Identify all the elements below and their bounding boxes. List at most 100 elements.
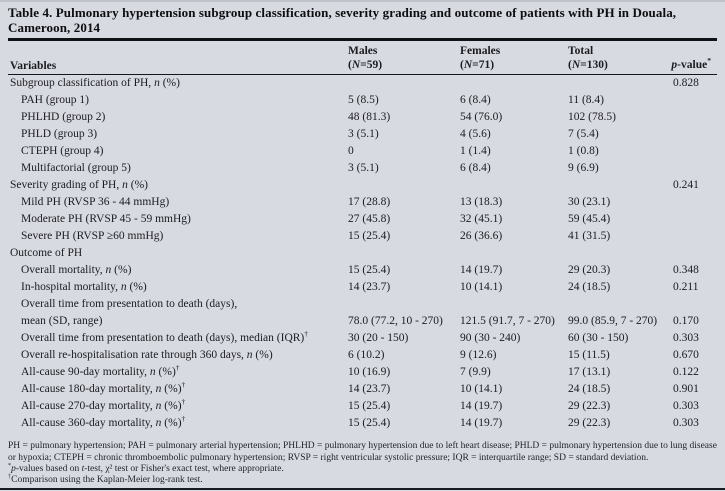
header-females: Females (N=71) — [460, 44, 500, 72]
cell-males: 3 (5.1) — [348, 162, 379, 175]
cell-total: 60 (30 - 150) — [568, 332, 629, 345]
table-header: Variables Males (N=59) Females (N=71) To… — [8, 41, 717, 74]
cell-females: 90 (30 - 240) — [460, 332, 521, 345]
cell-females: 9 (12.6) — [460, 349, 497, 362]
header-total: Total (N=130) — [568, 44, 608, 72]
table-row: All-cause 90-day mortality, n (%)† 10 (1… — [8, 364, 717, 381]
cell-variable: PHLHD (group 2) — [21, 111, 106, 124]
cell-variable: All-cause 360-day mortality, n (%)† — [21, 414, 186, 430]
table-row: CTEPH (group 4) 0 1 (1.4) 1 (0.8) — [8, 143, 717, 160]
cell-variable: All-cause 90-day mortality, n (%)† — [21, 363, 180, 379]
table-title: Table 4. Pulmonary hypertension subgroup… — [8, 5, 677, 35]
table-row: Subgroup classification of PH, n (%) 0.8… — [8, 75, 717, 92]
footnote: *p-values based on t-test, χ² test or Fi… — [8, 461, 284, 474]
table-row: PHLD (group 3) 3 (5.1) 4 (5.6) 7 (5.4) — [8, 126, 717, 143]
cell-total: 7 (5.4) — [568, 128, 599, 141]
cell-males: 3 (5.1) — [348, 128, 379, 141]
cell-variable: Severity grading of PH, n (%) — [10, 179, 148, 192]
header-p-value: p-value* — [671, 55, 711, 71]
table-row: Overall time from presentation to death … — [8, 296, 717, 313]
table-row: PHLHD (group 2) 48 (81.3) 54 (76.0) 102 … — [8, 109, 717, 126]
cell-total: 29 (22.3) — [568, 417, 611, 430]
header-total-label: Total — [568, 44, 594, 57]
cell-females: 32 (45.1) — [460, 213, 503, 226]
cell-variable: Overall time from presentation to death … — [21, 298, 238, 311]
cell-total: 15 (11.5) — [568, 349, 610, 362]
cell-total: 59 (45.4) — [568, 213, 611, 226]
cell-males: 5 (8.5) — [348, 94, 379, 107]
cell-total: 102 (78.5) — [568, 111, 616, 124]
cell-variable: Outcome of PH — [10, 247, 83, 260]
cell-total: 29 (22.3) — [568, 400, 611, 413]
cell-pvalue: 0.303 — [673, 332, 699, 345]
cell-males: 78.0 (77.2, 10 - 270) — [348, 315, 443, 328]
header-females-label: Females — [460, 44, 501, 57]
cell-pvalue: 0.348 — [673, 264, 699, 277]
cell-females: 121.5 (91.7, 7 - 270) — [460, 315, 555, 328]
cell-males: 10 (16.9) — [348, 366, 391, 379]
table-row: All-cause 360-day mortality, n (%)† 15 (… — [8, 415, 717, 432]
cell-males: 0 — [348, 145, 354, 158]
cell-pvalue: 0.828 — [673, 77, 699, 90]
cell-variable: Overall time from presentation to death … — [21, 329, 309, 345]
cell-males: 14 (23.7) — [348, 383, 391, 396]
cell-total: 24 (18.5) — [568, 281, 611, 294]
cell-variable: Multifactorial (group 5) — [21, 162, 131, 175]
cell-variable: mean (SD, range) — [21, 315, 103, 328]
cell-females: 1 (1.4) — [460, 145, 491, 158]
cell-variable: Severe PH (RVSP ≥60 mmHg) — [21, 230, 164, 243]
cell-pvalue: 0.670 — [673, 349, 699, 362]
cell-total: 1 (0.8) — [568, 145, 599, 158]
table-row: Overall time from presentation to death … — [8, 330, 717, 347]
cell-pvalue: 0.241 — [673, 179, 699, 192]
cell-males: 27 (45.8) — [348, 213, 391, 226]
cell-variable: PHLD (group 3) — [21, 128, 98, 141]
cell-females: 6 (8.4) — [460, 94, 491, 107]
cell-females: 10 (14.1) — [460, 281, 503, 294]
table-row: Overall re-hospitalisation rate through … — [8, 347, 717, 364]
cell-males: 17 (28.8) — [348, 196, 391, 209]
cell-total: 9 (6.9) — [568, 162, 599, 175]
cell-males: 15 (25.4) — [348, 417, 391, 430]
cell-pvalue: 0.303 — [673, 400, 699, 413]
cell-variable: CTEPH (group 4) — [21, 145, 104, 158]
header-males-label: Males — [348, 44, 378, 57]
cell-total: 99.0 (85.9, 7 - 270) — [568, 315, 658, 328]
cell-males: 15 (25.4) — [348, 264, 391, 277]
cell-variable: Subgroup classification of PH, n (%) — [10, 77, 180, 90]
cell-males: 15 (25.4) — [348, 400, 391, 413]
table-row: Severe PH (RVSP ≥60 mmHg) 15 (25.4) 26 (… — [8, 228, 717, 245]
cell-total: 17 (13.1) — [568, 366, 611, 379]
table-row: Mild PH (RVSP 36 - 44 mmHg) 17 (28.8) 13… — [8, 194, 717, 211]
table-row: PAH (group 1) 5 (8.5) 6 (8.4) 11 (8.4) — [8, 92, 717, 109]
cell-variable: All-cause 270-day mortality, n (%)† — [21, 397, 186, 413]
cell-females: 7 (9.9) — [460, 366, 491, 379]
cell-females: 10 (14.1) — [460, 383, 503, 396]
cell-variable: Moderate PH (RVSP 45 - 59 mmHg) — [21, 213, 191, 226]
cell-females: 6 (8.4) — [460, 162, 491, 175]
table-row: Multifactorial (group 5) 3 (5.1) 6 (8.4)… — [8, 160, 717, 177]
header-females-n: (N=71) — [460, 58, 495, 71]
cell-females: 14 (19.7) — [460, 400, 503, 413]
table-row: Outcome of PH — [8, 245, 717, 262]
cell-variable: Overall re-hospitalisation rate through … — [21, 349, 273, 362]
cell-males: 30 (20 - 150) — [348, 332, 409, 345]
table-row: All-cause 270-day mortality, n (%)† 15 (… — [8, 398, 717, 415]
footnotes: PH = pulmonary hypertension; PAH = pulmo… — [8, 441, 717, 487]
cell-females: 14 (19.7) — [460, 417, 503, 430]
cell-variable: Mild PH (RVSP 36 - 44 mmHg) — [21, 196, 170, 209]
cell-total: 11 (8.4) — [568, 94, 604, 107]
table-body: Subgroup classification of PH, n (%) 0.8… — [8, 75, 717, 432]
cell-pvalue: 0.901 — [673, 383, 699, 396]
cell-males: 15 (25.4) — [348, 230, 391, 243]
title-rule — [8, 38, 717, 41]
cell-variable: PAH (group 1) — [21, 94, 89, 107]
table-row: mean (SD, range) 78.0 (77.2, 10 - 270) 1… — [8, 313, 717, 330]
footnote: PH = pulmonary hypertension; PAH = pulmo… — [8, 441, 717, 463]
cell-total: 29 (20.3) — [568, 264, 611, 277]
cell-variable: In-hospital mortality, n (%) — [21, 281, 147, 294]
header-rule — [8, 73, 717, 76]
table-row: Moderate PH (RVSP 45 - 59 mmHg) 27 (45.8… — [8, 211, 717, 228]
cell-females: 14 (19.7) — [460, 264, 503, 277]
